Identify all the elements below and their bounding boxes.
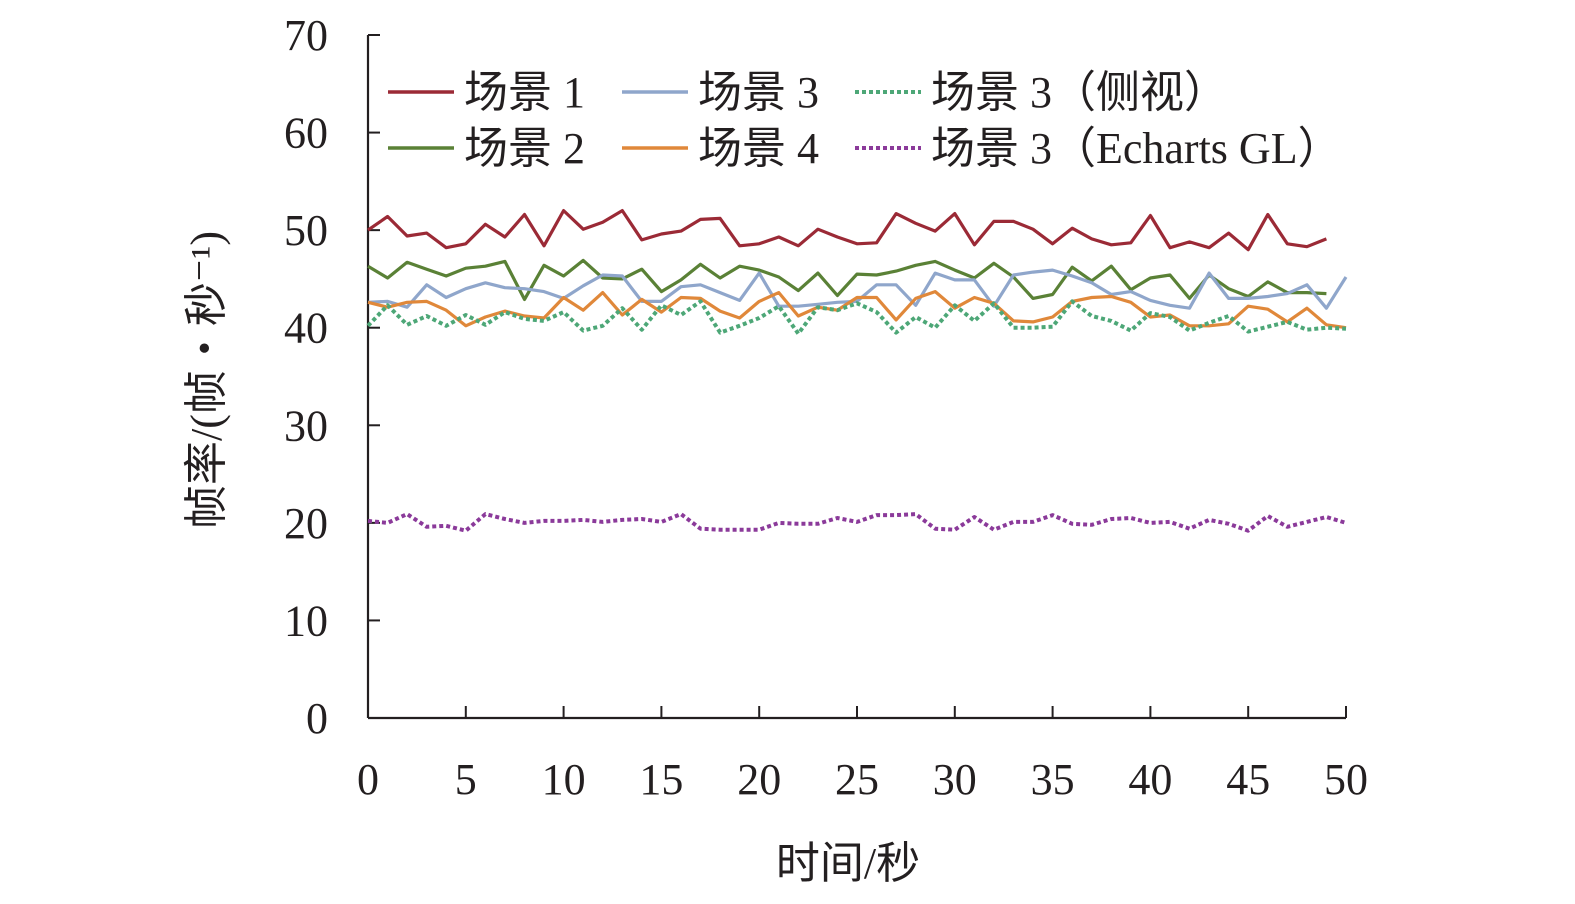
y-tick-label: 50 (284, 206, 328, 255)
legend-label: 场景 2 (464, 124, 585, 173)
legend-label: 场景 3 (698, 68, 819, 117)
x-tick-label: 50 (1324, 755, 1368, 804)
y-axis-title: 帧率/(帧・秒⁻¹) (182, 231, 231, 529)
x-tick-label: 5 (455, 755, 477, 804)
y-tick-label: 30 (284, 401, 328, 450)
legend-label: 场景 1 (464, 68, 585, 117)
y-tick-label: 10 (284, 596, 328, 645)
legend-item: 场景 2 (388, 124, 585, 173)
x-tick-label: 10 (542, 755, 586, 804)
legend-label: 场景 4 (698, 124, 819, 173)
legend-label: 场景 3（Echarts GL） (931, 124, 1342, 173)
y-tick-label: 20 (284, 499, 328, 548)
legend-label: 场景 3（侧视） (931, 68, 1228, 117)
y-tick-label: 40 (284, 304, 328, 353)
x-tick-label: 20 (737, 755, 781, 804)
series-line-2 (367, 258, 1327, 301)
x-axis-title: 时间/秒 (776, 839, 920, 888)
legend: 场景 1 场景 3 场景 3（侧视） 场景 2 场景 4 场景 3（Echarts GL） (388, 68, 1342, 173)
axes: 0 10 20 30 40 50 60 70 0 5 10 15 20 25 30 35 40 45 50 (284, 11, 1368, 804)
x-tick-label: 45 (1226, 755, 1270, 804)
legend-item: 场景 4 (622, 124, 819, 173)
x-tick-label: 40 (1128, 755, 1172, 804)
legend-item: 场景 3（Echarts GL） (855, 124, 1342, 173)
legend-item: 场景 3 (622, 68, 819, 117)
series-line-1 (367, 209, 1327, 252)
x-tick-label: 15 (639, 755, 683, 804)
series-line-6 (367, 512, 1347, 533)
x-tick-label: 0 (357, 755, 379, 804)
y-tick-label: 70 (284, 11, 328, 60)
x-tick-label: 25 (835, 755, 879, 804)
y-tick-label: 0 (306, 694, 328, 743)
x-tick-label: 30 (933, 755, 977, 804)
y-tick-label: 60 (284, 109, 328, 158)
series-line-4 (367, 290, 1347, 330)
x-tick-label: 35 (1031, 755, 1075, 804)
series-line-5 (366, 299, 1347, 336)
legend-item: 场景 1 (388, 68, 585, 117)
series-group (366, 209, 1348, 533)
legend-item: 场景 3（侧视） (855, 68, 1228, 117)
